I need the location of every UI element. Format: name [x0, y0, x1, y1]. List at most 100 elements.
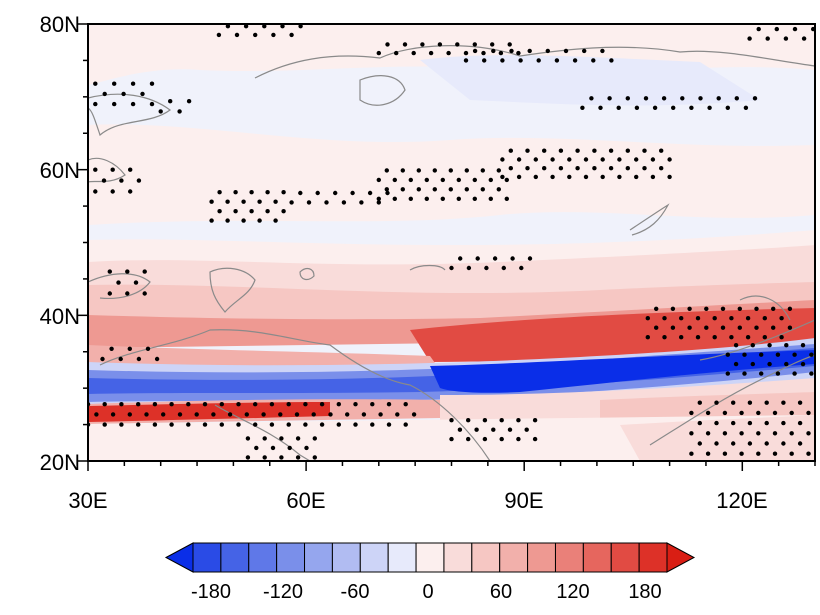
- coastline: [649, 354, 815, 446]
- significance-dot: [527, 48, 532, 54]
- lon-tick-label: 120E: [716, 488, 767, 513]
- coastlines: [88, 45, 815, 461]
- significance-dot: [394, 50, 399, 56]
- significance-dot: [102, 402, 107, 407]
- significance-dot: [94, 412, 99, 417]
- significance-dot: [689, 105, 694, 111]
- significance-dot: [234, 32, 240, 38]
- significance-dot: [572, 58, 578, 63]
- significance-dot: [634, 105, 640, 111]
- significance-dot: [661, 96, 667, 101]
- significance-dot: [598, 105, 603, 111]
- significance-dot: [762, 335, 767, 340]
- significance-dot: [500, 157, 505, 162]
- colorbar-box: [471, 542, 501, 573]
- colorbar-box: [220, 542, 250, 573]
- colorbar-box: [527, 542, 556, 573]
- significance-dot: [432, 168, 437, 173]
- significance-dot: [705, 451, 711, 456]
- significance-dot: [392, 196, 397, 201]
- significance-dot: [533, 174, 538, 180]
- colorbar-box: [554, 542, 584, 573]
- significance-dot: [659, 148, 664, 153]
- significance-dot: [809, 352, 814, 357]
- significance-dot: [93, 81, 98, 86]
- coastline: [629, 203, 670, 236]
- significance-dot: [144, 412, 149, 417]
- significance-dot: [600, 174, 605, 180]
- significance-dot: [449, 265, 454, 271]
- significance-dot: [265, 190, 270, 195]
- significance-dot: [281, 209, 286, 214]
- significance-dot: [186, 402, 191, 407]
- significance-dot: [516, 418, 521, 423]
- significance-dot: [609, 58, 614, 63]
- significance-dot: [772, 431, 778, 436]
- significance-dot: [504, 196, 509, 201]
- significance-dot: [704, 306, 709, 311]
- significance-dot: [402, 42, 408, 47]
- longitude-axis: [87, 461, 816, 471]
- significance-dot: [119, 178, 124, 183]
- significance-dot: [771, 325, 776, 330]
- significance-dot: [800, 361, 806, 367]
- significance-dot: [395, 412, 400, 417]
- significance-dot: [249, 190, 254, 195]
- colorbar-box: [610, 542, 640, 573]
- significance-dot: [575, 148, 580, 153]
- significance-dot: [779, 316, 784, 321]
- significance-dot: [764, 441, 769, 446]
- colorbar-label: 120: [556, 581, 589, 603]
- significance-dot: [456, 196, 461, 201]
- significance-dot: [446, 50, 451, 56]
- significance-dot: [161, 412, 166, 417]
- significance-dot: [739, 410, 744, 416]
- significance-dot: [507, 42, 512, 47]
- significance-dot: [384, 187, 389, 192]
- significance-dot: [408, 196, 413, 201]
- significance-dot: [695, 335, 701, 340]
- significance-dot: [294, 412, 300, 417]
- significance-dot: [304, 445, 309, 451]
- significance-dot: [273, 218, 278, 223]
- significance-dot: [767, 361, 772, 367]
- significance-dot: [745, 316, 751, 321]
- significance-dot: [714, 420, 719, 426]
- significance-dot: [273, 199, 278, 204]
- lat-tick-label: 80N: [40, 12, 80, 37]
- significance-dot: [654, 325, 659, 330]
- lon-tick-label: 30E: [68, 488, 107, 513]
- significance-dot: [109, 346, 114, 351]
- significance-dot: [519, 265, 524, 271]
- significance-dot: [659, 166, 664, 171]
- significance-dot: [448, 187, 453, 192]
- colorbar-box: [443, 542, 473, 573]
- field-patch: [88, 124, 815, 225]
- significance-dot: [416, 168, 421, 173]
- significance-dot: [714, 441, 719, 446]
- significance-dot: [149, 81, 155, 86]
- colorbar-box: [582, 542, 612, 573]
- significance-dot: [797, 420, 803, 426]
- significance-dot: [482, 418, 488, 423]
- colorbar-box: [276, 542, 306, 573]
- significance-dot: [747, 420, 753, 426]
- significance-dot: [437, 42, 443, 47]
- significance-dot: [767, 343, 772, 348]
- significance-dot: [408, 177, 413, 183]
- significance-dot: [100, 356, 105, 362]
- significance-dot: [359, 200, 364, 205]
- significance-dot: [253, 32, 258, 38]
- significance-dot: [136, 422, 141, 427]
- colorbar-box: [638, 542, 668, 573]
- lat-tick-label: 60N: [40, 158, 80, 183]
- significance-dot: [488, 177, 493, 183]
- significance-dot: [652, 105, 658, 111]
- significance-dot: [625, 96, 630, 101]
- lon-tick-label: 90E: [504, 488, 543, 513]
- significance-dot: [508, 166, 513, 171]
- significance-dot: [750, 343, 755, 348]
- significance-dot: [353, 402, 358, 407]
- significance-dot: [457, 427, 463, 432]
- field-patch: [420, 55, 760, 106]
